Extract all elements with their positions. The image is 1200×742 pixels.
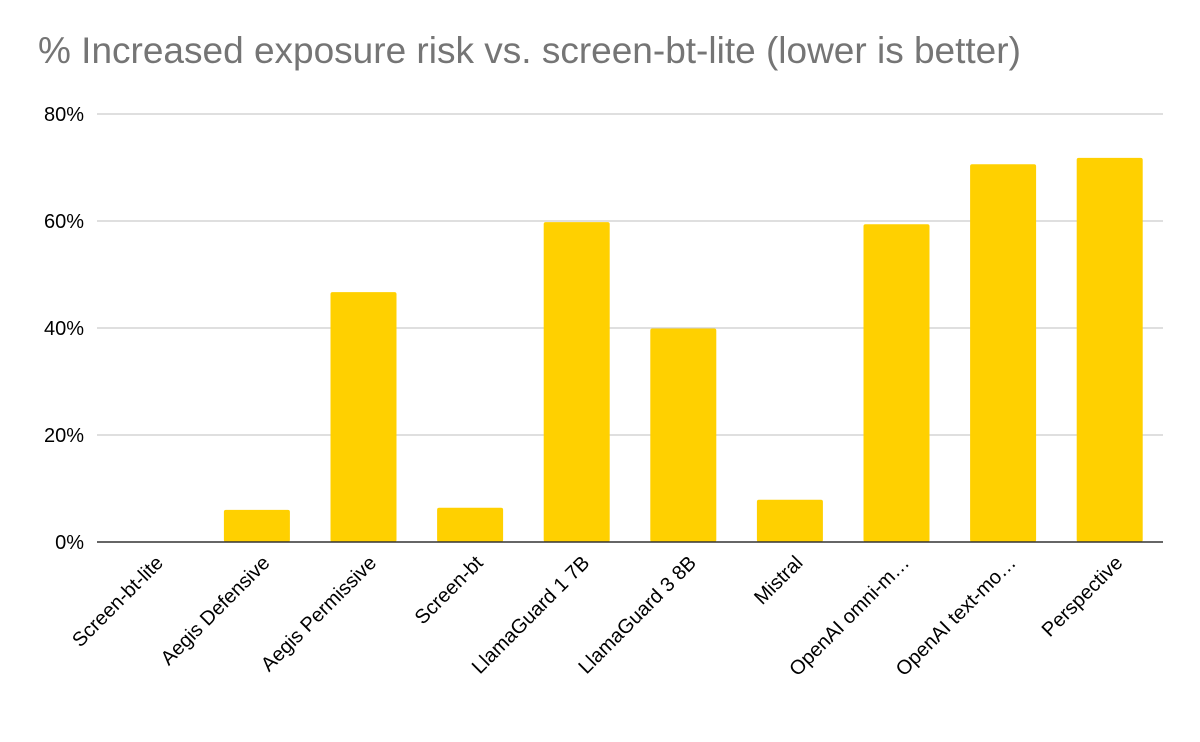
y-tick-label: 80% [44,104,84,126]
bar [437,507,504,542]
x-tick-label: Screen-bt [411,552,488,629]
bar [330,292,397,542]
bar [543,222,610,542]
y-tick-label: 40% [44,318,84,340]
bar [223,509,290,542]
x-tick-label: Mistral [750,552,807,609]
bar [650,328,717,542]
bar [863,224,930,542]
y-tick-label: 20% [44,425,84,447]
bar [970,164,1037,543]
x-tick-label: Perspective [1038,552,1127,641]
x-tick-label: Aegis Defensive [157,552,275,670]
y-tick-label: 60% [44,211,84,233]
x-tick-label: LlamaGuard 1 7B [468,552,594,678]
bar [756,499,823,542]
x-tick-label: LlamaGuard 3 8B [574,552,700,678]
y-tick-label: 0% [55,532,84,554]
x-tick-label: Aegis Permissive [257,552,381,676]
bar [1076,157,1143,542]
x-tick-label: Screen-bt-lite [68,552,168,652]
chart-title: % Increased exposure risk vs. screen-bt-… [38,30,1021,71]
x-tick-label: OpenAI text-mo… [892,552,1021,681]
